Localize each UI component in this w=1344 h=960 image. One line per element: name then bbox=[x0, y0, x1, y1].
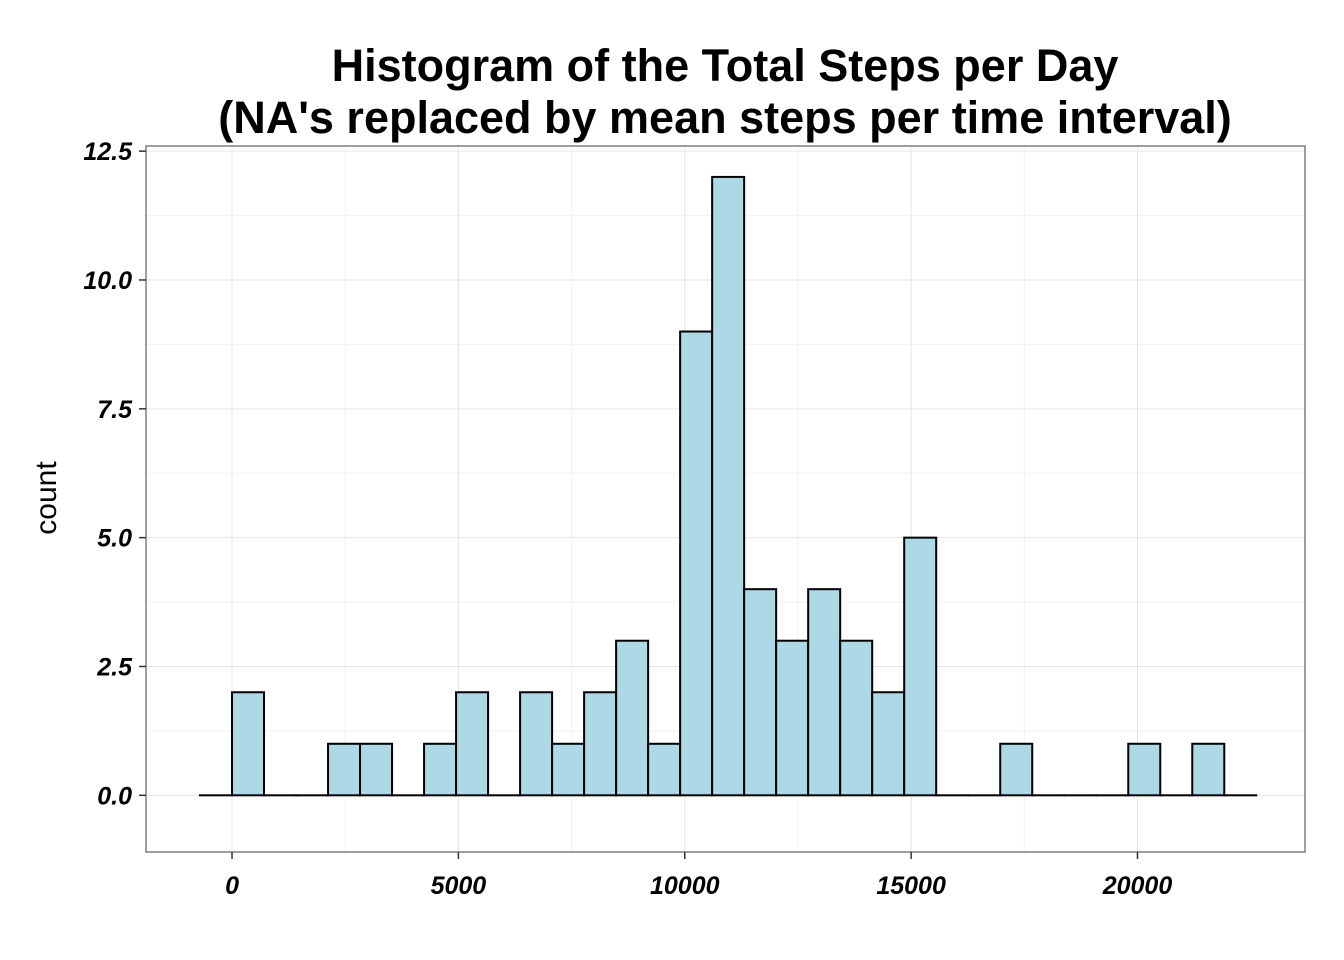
y-tick-label: 2.5 bbox=[96, 653, 133, 681]
histogram-bar bbox=[583, 691, 618, 797]
chart-title-line-1: Histogram of the Total Steps per Day bbox=[331, 40, 1119, 91]
y-tick-label: 7.5 bbox=[97, 396, 133, 424]
x-tick-label: 10000 bbox=[650, 872, 720, 900]
histogram-bar bbox=[455, 691, 490, 797]
histogram-bar bbox=[903, 536, 938, 797]
histogram-bar bbox=[743, 588, 778, 797]
chart-title: Histogram of the Total Steps per Day (NA… bbox=[144, 40, 1306, 144]
x-axis: 0 5000 10000 15000 20000 bbox=[225, 852, 1172, 900]
histogram-bar bbox=[871, 691, 906, 797]
histogram-bar bbox=[551, 742, 586, 797]
histogram-bar bbox=[1191, 742, 1226, 797]
chart-title-line-2: (NA's replaced by mean steps per time in… bbox=[218, 92, 1232, 143]
x-tick-label: 0 bbox=[225, 872, 239, 900]
plot-panel-border bbox=[145, 145, 1306, 853]
histogram-bar bbox=[1127, 742, 1162, 797]
x-tick-label: 5000 bbox=[431, 872, 487, 900]
histogram-bar bbox=[999, 742, 1034, 797]
histogram-bar bbox=[231, 691, 266, 797]
histogram-bar bbox=[519, 691, 554, 797]
y-axis: 0.0 2.5 5.0 7.5 10.0 12.5 bbox=[83, 138, 146, 810]
y-tick-label: 10.0 bbox=[83, 267, 132, 295]
x-tick-label: 15000 bbox=[876, 872, 946, 900]
histogram-bar bbox=[839, 639, 874, 797]
y-tick-label: 5.0 bbox=[97, 525, 132, 553]
y-tick-label: 0.0 bbox=[97, 782, 132, 810]
histogram-bar bbox=[679, 330, 714, 797]
y-tick-label: 12.5 bbox=[83, 138, 133, 166]
x-tick-label: 20000 bbox=[1102, 872, 1173, 900]
histogram-bar bbox=[711, 175, 746, 797]
histogram-bar bbox=[807, 588, 842, 797]
histogram-bar bbox=[775, 639, 810, 797]
histogram-bar bbox=[359, 742, 394, 797]
histogram-bar bbox=[615, 639, 650, 797]
y-axis-label: count bbox=[30, 461, 63, 535]
histogram-bar bbox=[647, 742, 682, 797]
bars bbox=[199, 175, 1258, 797]
histogram-bar bbox=[327, 742, 362, 797]
histogram-bar bbox=[423, 742, 458, 797]
